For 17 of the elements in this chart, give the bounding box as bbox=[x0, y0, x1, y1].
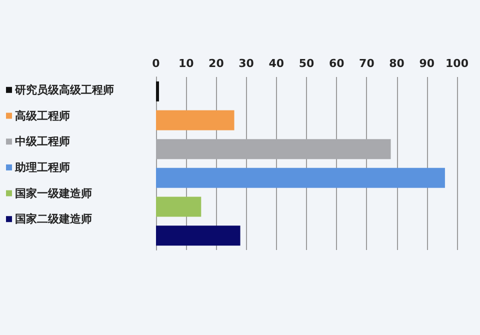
legend-label: 助理工程师 bbox=[14, 160, 70, 174]
x-tick-label: 100 bbox=[446, 57, 469, 70]
legend-label: 高级工程师 bbox=[15, 109, 70, 122]
x-tick-label: 10 bbox=[178, 57, 194, 70]
x-tick-label: 50 bbox=[298, 57, 314, 70]
x-tick-label: 60 bbox=[328, 57, 345, 70]
x-tick-label: 30 bbox=[238, 57, 254, 70]
x-tick-label: 80 bbox=[389, 57, 405, 70]
x-tick-label: 0 bbox=[152, 57, 160, 70]
x-tick-label: 90 bbox=[419, 57, 435, 70]
legend-label: 国家一级建造师 bbox=[15, 186, 92, 200]
x-tick-label: 40 bbox=[268, 57, 284, 70]
legend-label: 中级工程师 bbox=[15, 135, 70, 148]
legend-label: 研究员级高级工程师 bbox=[14, 83, 114, 96]
x-tick-label: 70 bbox=[359, 57, 375, 70]
legend-label: 国家二级建造师 bbox=[15, 212, 92, 226]
x-tick-label: 20 bbox=[208, 57, 224, 70]
